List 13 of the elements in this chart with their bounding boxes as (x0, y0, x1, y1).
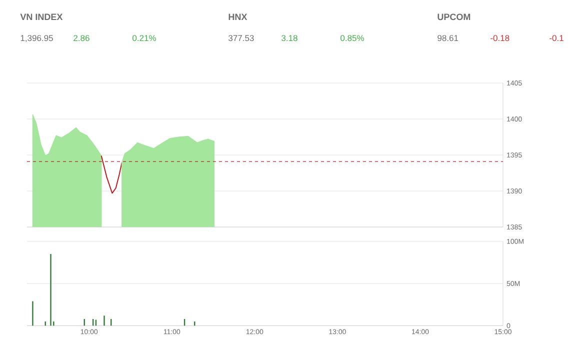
text: 377.53 (228, 35, 254, 42)
text: VN INDEX (20, 14, 63, 20)
text: 98.61 (438, 35, 458, 42)
text: 3.18 (282, 35, 298, 42)
text: -0.18 (490, 35, 510, 42)
text: 2.86 (74, 35, 90, 42)
text: 0.21% (132, 35, 156, 42)
line-series (100, 155, 122, 194)
text: HNX (228, 14, 248, 20)
text: -0.1 (550, 35, 564, 42)
text: 0.85% (340, 35, 364, 42)
text: 1,396.95 (20, 35, 53, 42)
text: UPCOM (438, 14, 470, 20)
